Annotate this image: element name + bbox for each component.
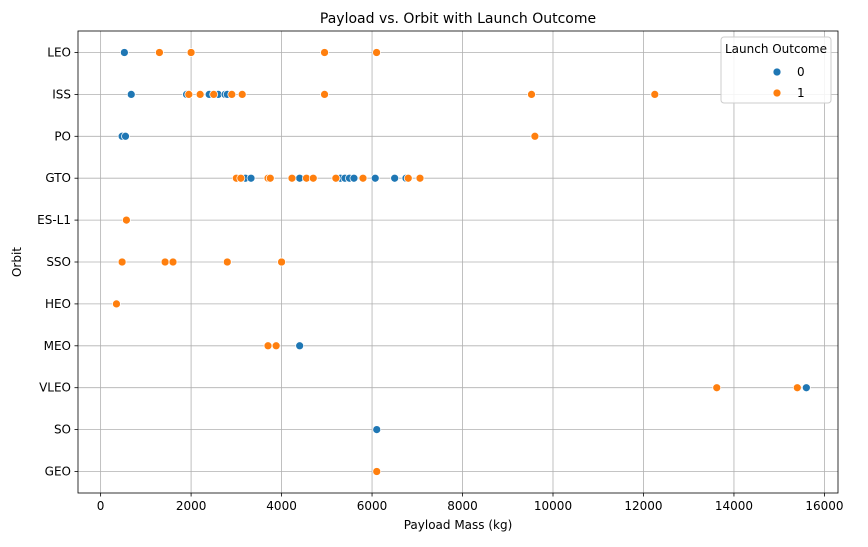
data-point-outcome-0: [121, 131, 130, 141]
data-point-outcome-1: [265, 173, 275, 183]
x-tick-label: 16000: [805, 499, 843, 513]
data-point-outcome-0: [126, 90, 136, 99]
data-point-outcome-1: [403, 173, 413, 183]
data-point-outcome-0: [295, 341, 305, 351]
data-point-outcome-1: [168, 257, 178, 267]
data-point-outcome-1: [415, 173, 425, 183]
data-point-outcome-1: [236, 173, 246, 183]
y-tick-label: LEO: [47, 46, 71, 60]
data-point-outcome-1: [287, 173, 297, 183]
y-axis-label: Orbit: [10, 247, 24, 277]
y-tick-label: HEO: [45, 297, 71, 311]
x-tick-label: 10000: [534, 499, 572, 513]
data-point-outcome-1: [227, 90, 237, 99]
data-point-outcome-1: [155, 48, 164, 57]
chart-title: Payload vs. Orbit with Launch Outcome: [320, 11, 596, 27]
data-point-outcome-1: [331, 173, 341, 183]
legend-items: 01: [772, 65, 805, 100]
y-axis-ticks: LEO ISS PO GTO ES-L1 SSO HEO MEO VLEO SO GEO: [37, 46, 78, 479]
data-point-outcome-1: [195, 90, 205, 99]
data-point-outcome-1: [184, 90, 194, 99]
x-tick-label: 2000: [176, 499, 207, 513]
x-tick-label: 4000: [266, 499, 297, 513]
legend-marker-1: [772, 88, 782, 98]
data-point-outcome-1: [222, 257, 232, 267]
data-point-outcome-1: [209, 90, 219, 99]
x-tick-label: 0: [97, 499, 105, 513]
y-tick-label: GEO: [45, 465, 71, 479]
data-point-outcome-1: [530, 131, 540, 141]
x-axis-label: Payload Mass (kg): [404, 518, 513, 532]
legend-marker-0: [772, 67, 782, 77]
data-point-outcome-1: [712, 383, 722, 393]
y-tick-label: SSO: [46, 255, 71, 269]
data-point-outcome-0: [349, 173, 359, 183]
data-point-outcome-1: [122, 215, 131, 225]
data-point-outcome-0: [246, 173, 256, 183]
data-point-outcome-1: [358, 173, 368, 183]
data-point-outcome-1: [186, 48, 196, 57]
data-point-outcome-1: [320, 90, 329, 99]
y-tick-label: ISS: [52, 87, 71, 101]
data-point-outcome-1: [112, 299, 121, 309]
data-point-outcome-1: [527, 90, 536, 99]
data-point-outcome-1: [372, 48, 381, 57]
grid: [78, 31, 838, 493]
data-point-outcome-0: [119, 48, 129, 57]
legend: Launch Outcome 01: [720, 36, 832, 104]
data-point-outcome-1: [160, 257, 170, 267]
x-tick-label: 14000: [715, 499, 753, 513]
legend-title: Launch Outcome: [725, 42, 827, 56]
legend-label-1: 1: [797, 86, 805, 100]
legend-label-0: 0: [797, 65, 805, 79]
y-tick-label: PO: [54, 129, 71, 143]
data-point-outcome-1: [277, 257, 286, 267]
data-point-outcome-1: [271, 341, 281, 351]
data-point-outcome-1: [117, 257, 127, 267]
x-axis-ticks: 0 2000 4000 6000 8000 10000 12000 14000 16000: [97, 493, 844, 513]
x-tick-label: 8000: [447, 499, 478, 513]
data-point-outcome-1: [372, 467, 382, 476]
data-point-outcome-1: [320, 48, 329, 57]
data-points: [112, 48, 811, 476]
data-point-outcome-1: [792, 383, 802, 393]
data-point-outcome-1: [237, 90, 247, 99]
y-tick-label: GTO: [45, 171, 71, 185]
data-point-outcome-1: [263, 341, 273, 351]
data-point-outcome-0: [372, 425, 382, 434]
data-point-outcome-0: [801, 383, 811, 393]
y-tick-label: MEO: [44, 339, 71, 353]
y-tick-label: VLEO: [39, 381, 71, 395]
y-tick-label: ES-L1: [37, 213, 71, 227]
x-tick-label: 6000: [357, 499, 388, 513]
data-point-outcome-1: [308, 173, 318, 183]
data-point-outcome-0: [390, 173, 400, 183]
x-tick-label: 12000: [624, 499, 662, 513]
data-point-outcome-1: [650, 90, 660, 99]
y-tick-label: SO: [54, 423, 71, 437]
data-point-outcome-0: [370, 173, 380, 183]
